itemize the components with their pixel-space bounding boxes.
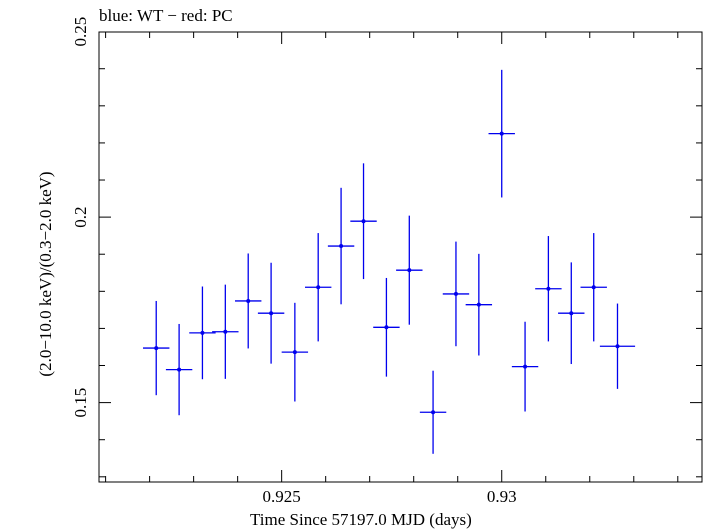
- data-point: [442, 241, 470, 347]
- point-marker: [223, 329, 228, 334]
- ticks-layer: [99, 32, 702, 482]
- x-tick-label: 0.93: [487, 487, 517, 506]
- point-marker: [523, 364, 528, 369]
- point-marker: [431, 410, 436, 415]
- chart-title: blue: WT − red: PC: [99, 6, 233, 25]
- point-marker: [407, 268, 412, 273]
- y-axis-label: (2.0−10.0 keV)/(0.3−2.0 keV): [36, 171, 55, 377]
- data-point: [396, 215, 423, 325]
- data-point: [599, 303, 636, 389]
- x-tick-label: 0.925: [263, 487, 301, 506]
- point-marker: [339, 244, 344, 249]
- data-point: [257, 262, 285, 364]
- x-axis-label: Time Since 57197.0 MJD (days): [250, 510, 472, 529]
- data-point: [189, 286, 216, 380]
- data-point: [281, 302, 309, 402]
- data-point: [304, 233, 332, 342]
- y-tick-label: 0.15: [71, 388, 90, 418]
- data-point: [465, 253, 493, 356]
- point-marker: [316, 285, 321, 290]
- point-marker: [177, 367, 182, 372]
- point-marker: [292, 350, 297, 355]
- data-point: [327, 187, 355, 305]
- point-marker: [476, 302, 481, 307]
- data-point: [350, 163, 377, 280]
- plot-frame: [98, 31, 703, 483]
- tick-labels-layer: 0.925 0.93 0.15 0.2 0.25: [71, 17, 517, 506]
- data-point: [235, 253, 262, 349]
- data-point: [212, 284, 239, 379]
- data-point: [488, 69, 515, 198]
- point-marker: [453, 291, 458, 296]
- point-marker: [246, 298, 251, 303]
- point-marker: [569, 311, 574, 316]
- point-marker: [269, 311, 274, 316]
- y-tick-label: 0.2: [71, 206, 90, 227]
- point-marker: [499, 131, 504, 136]
- data-point: [143, 300, 170, 396]
- data-point: [511, 321, 539, 412]
- data-point: [373, 277, 400, 377]
- y-tick-label: 0.25: [71, 17, 90, 47]
- data-point: [165, 323, 193, 416]
- point-marker: [361, 219, 366, 224]
- point-marker: [200, 330, 205, 335]
- point-marker: [615, 344, 620, 349]
- data-points-layer: [143, 69, 636, 454]
- data-point: [558, 262, 585, 365]
- point-marker: [384, 325, 389, 330]
- data-point: [580, 233, 607, 342]
- data-point: [535, 236, 562, 342]
- point-marker: [546, 286, 551, 291]
- point-marker: [591, 285, 596, 290]
- point-marker: [154, 346, 159, 351]
- data-point: [419, 370, 447, 454]
